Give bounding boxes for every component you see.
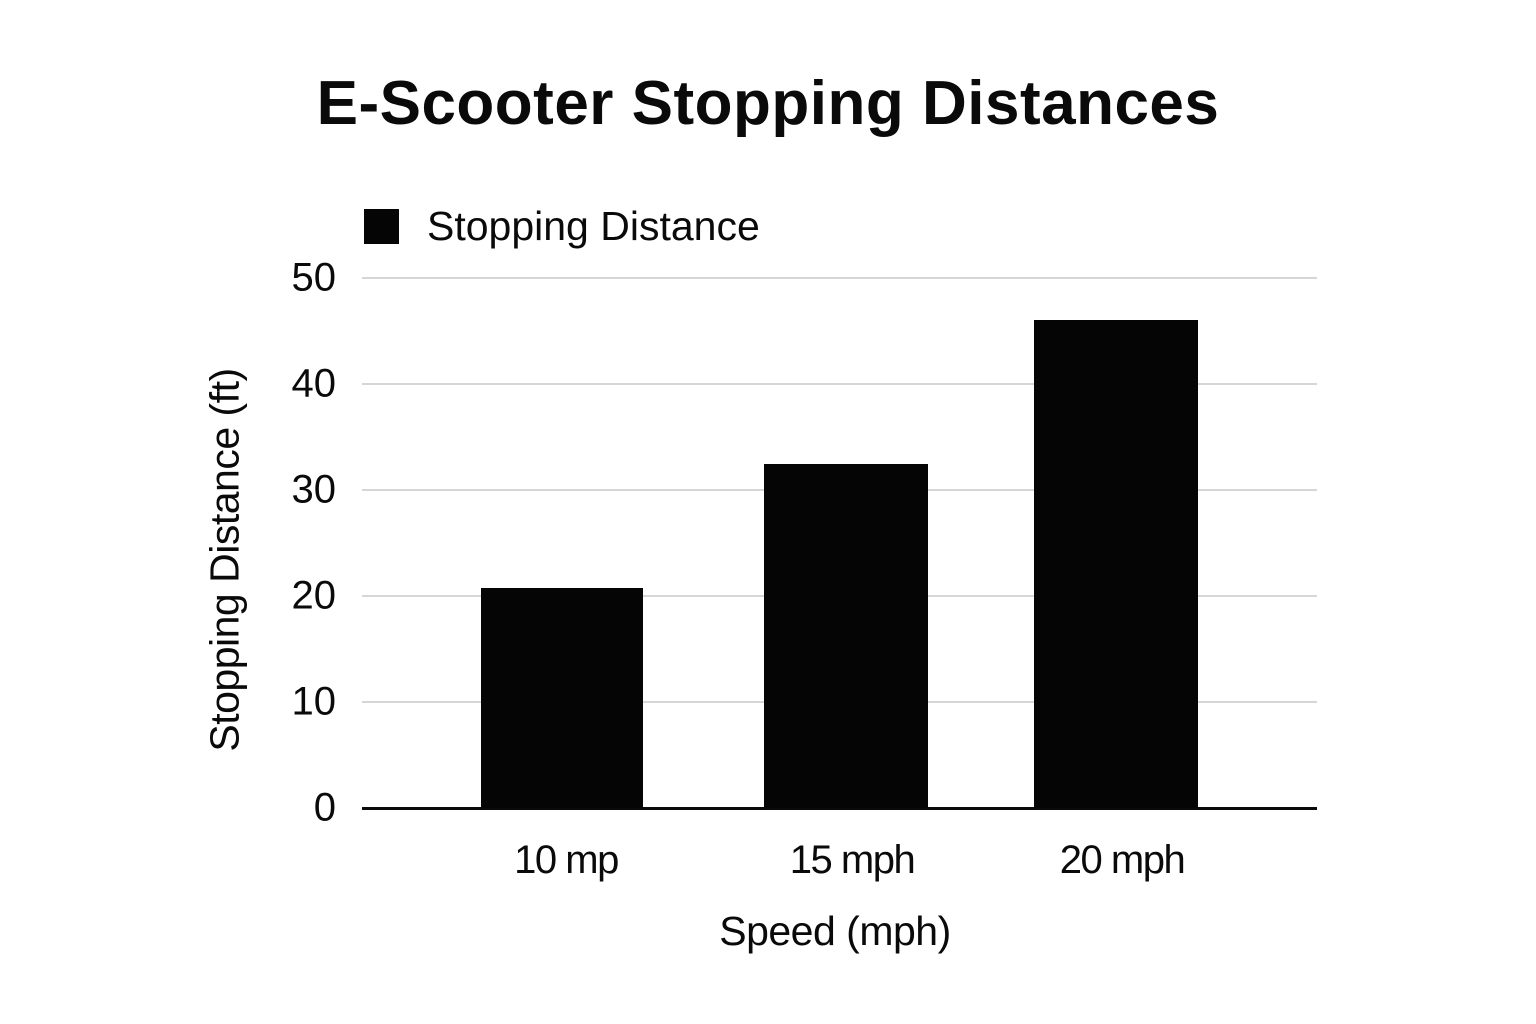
x-tick-label: 15 mph (789, 838, 916, 882)
gridline (362, 383, 1317, 385)
y-tick-label: 40 (291, 361, 337, 406)
chart-title: E-Scooter Stopping Distances (316, 69, 1220, 138)
y-tick-label: 10 (291, 679, 337, 724)
y-tick-label: 0 (313, 785, 336, 830)
y-tick-label: 50 (291, 255, 337, 300)
bar (481, 587, 643, 808)
bar (764, 463, 928, 808)
x-axis-line (362, 807, 1317, 810)
legend-swatch (364, 209, 399, 244)
x-tick-label: 20 mph (1059, 838, 1186, 882)
x-axis-label: Speed (mph) (719, 908, 951, 954)
y-tick-label: 20 (291, 573, 337, 618)
legend-label: Stopping Distance (427, 203, 760, 249)
plot-area (362, 277, 1317, 810)
x-tick-label: 10 mp (514, 838, 619, 882)
bar (1034, 320, 1198, 808)
legend: Stopping Distance (364, 203, 760, 250)
y-tick-label: 30 (291, 467, 337, 512)
gridline (362, 277, 1317, 279)
